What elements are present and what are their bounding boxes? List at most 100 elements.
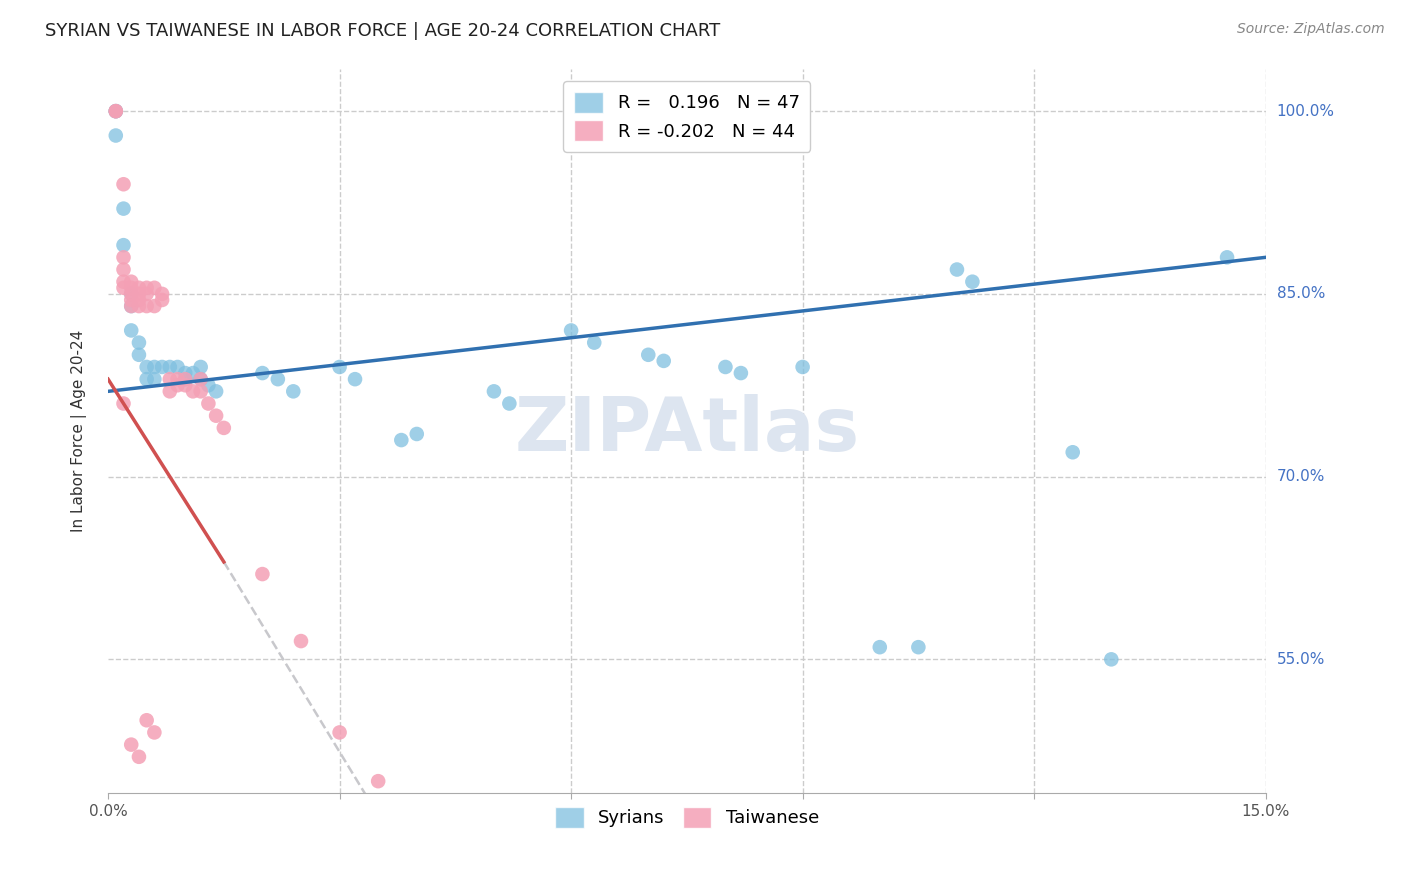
- Point: [405, 427, 427, 442]
- Point: [190, 384, 212, 399]
- Point: [120, 299, 142, 313]
- Point: [190, 359, 212, 374]
- Point: [290, 634, 312, 648]
- Point: [112, 281, 135, 295]
- Text: 100.0%: 100.0%: [1277, 103, 1334, 119]
- Text: Source: ZipAtlas.com: Source: ZipAtlas.com: [1237, 22, 1385, 37]
- Text: SYRIAN VS TAIWANESE IN LABOR FORCE | AGE 20-24 CORRELATION CHART: SYRIAN VS TAIWANESE IN LABOR FORCE | AGE…: [45, 22, 720, 40]
- Point: [135, 281, 157, 295]
- Point: [112, 275, 135, 289]
- Point: [283, 384, 305, 399]
- Point: [946, 262, 969, 277]
- Point: [1099, 652, 1122, 666]
- Point: [637, 348, 659, 362]
- Text: 85.0%: 85.0%: [1277, 286, 1324, 301]
- Point: [159, 372, 181, 386]
- Point: [166, 359, 188, 374]
- Point: [869, 640, 891, 655]
- Point: [112, 396, 135, 410]
- Text: 55.0%: 55.0%: [1277, 652, 1324, 667]
- Point: [498, 396, 520, 410]
- Point: [143, 359, 166, 374]
- Point: [190, 372, 212, 386]
- Point: [128, 286, 150, 301]
- Y-axis label: In Labor Force | Age 20-24: In Labor Force | Age 20-24: [72, 330, 87, 532]
- Point: [128, 299, 150, 313]
- Point: [583, 335, 606, 350]
- Point: [367, 774, 389, 789]
- Point: [252, 366, 274, 380]
- Point: [560, 323, 582, 337]
- Point: [181, 366, 204, 380]
- Point: [166, 378, 188, 392]
- Point: [104, 104, 127, 119]
- Point: [150, 286, 173, 301]
- Point: [482, 384, 505, 399]
- Point: [143, 281, 166, 295]
- Point: [104, 104, 127, 119]
- Point: [135, 372, 157, 386]
- Text: 70.0%: 70.0%: [1277, 469, 1324, 484]
- Point: [104, 104, 127, 119]
- Point: [267, 372, 290, 386]
- Point: [1062, 445, 1084, 459]
- Point: [792, 359, 814, 374]
- Point: [104, 104, 127, 119]
- Point: [120, 275, 142, 289]
- Point: [389, 433, 412, 447]
- Point: [112, 262, 135, 277]
- Point: [143, 725, 166, 739]
- Text: ZIPAtlas: ZIPAtlas: [515, 394, 859, 467]
- Point: [120, 323, 142, 337]
- Point: [128, 348, 150, 362]
- Point: [150, 293, 173, 307]
- Point: [120, 738, 142, 752]
- Point: [112, 238, 135, 252]
- Point: [159, 359, 181, 374]
- Point: [143, 299, 166, 313]
- Point: [714, 359, 737, 374]
- Point: [150, 359, 173, 374]
- Point: [112, 178, 135, 192]
- Point: [135, 299, 157, 313]
- Point: [120, 281, 142, 295]
- Point: [166, 372, 188, 386]
- Point: [652, 354, 675, 368]
- Point: [104, 128, 127, 143]
- Point: [252, 567, 274, 582]
- Point: [135, 713, 157, 727]
- Point: [120, 293, 142, 307]
- Point: [181, 384, 204, 399]
- Point: [174, 366, 197, 380]
- Point: [197, 378, 219, 392]
- Point: [120, 286, 142, 301]
- Legend: Syrians, Taiwanese: Syrians, Taiwanese: [547, 800, 827, 835]
- Point: [128, 281, 150, 295]
- Point: [174, 378, 197, 392]
- Point: [135, 359, 157, 374]
- Point: [112, 202, 135, 216]
- Point: [174, 372, 197, 386]
- Point: [205, 409, 228, 423]
- Point: [344, 372, 367, 386]
- Point: [120, 286, 142, 301]
- Point: [159, 384, 181, 399]
- Point: [1216, 250, 1239, 264]
- Point: [907, 640, 929, 655]
- Point: [197, 396, 219, 410]
- Point: [962, 275, 984, 289]
- Point: [730, 366, 752, 380]
- Point: [128, 293, 150, 307]
- Point: [205, 384, 228, 399]
- Point: [329, 725, 352, 739]
- Point: [112, 250, 135, 264]
- Point: [128, 335, 150, 350]
- Point: [329, 359, 352, 374]
- Point: [174, 372, 197, 386]
- Point: [143, 372, 166, 386]
- Point: [135, 286, 157, 301]
- Point: [128, 749, 150, 764]
- Point: [120, 299, 142, 313]
- Point: [212, 421, 235, 435]
- Point: [190, 372, 212, 386]
